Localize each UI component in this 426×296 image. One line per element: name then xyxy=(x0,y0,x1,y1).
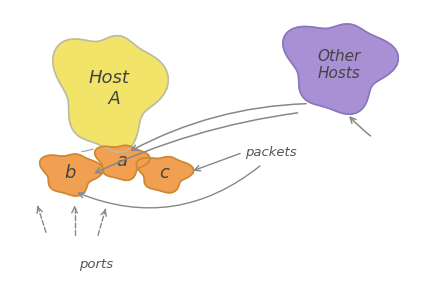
Text: Host
  A: Host A xyxy=(88,69,129,108)
Text: a: a xyxy=(116,152,127,170)
Text: Other
Hosts: Other Hosts xyxy=(317,49,360,81)
Polygon shape xyxy=(283,24,398,114)
Text: packets: packets xyxy=(245,146,296,159)
Text: b: b xyxy=(65,164,76,182)
Text: c: c xyxy=(159,164,169,182)
Polygon shape xyxy=(95,145,150,180)
Polygon shape xyxy=(40,154,103,196)
Text: ports: ports xyxy=(79,258,113,271)
Polygon shape xyxy=(136,157,193,193)
Polygon shape xyxy=(53,36,168,152)
